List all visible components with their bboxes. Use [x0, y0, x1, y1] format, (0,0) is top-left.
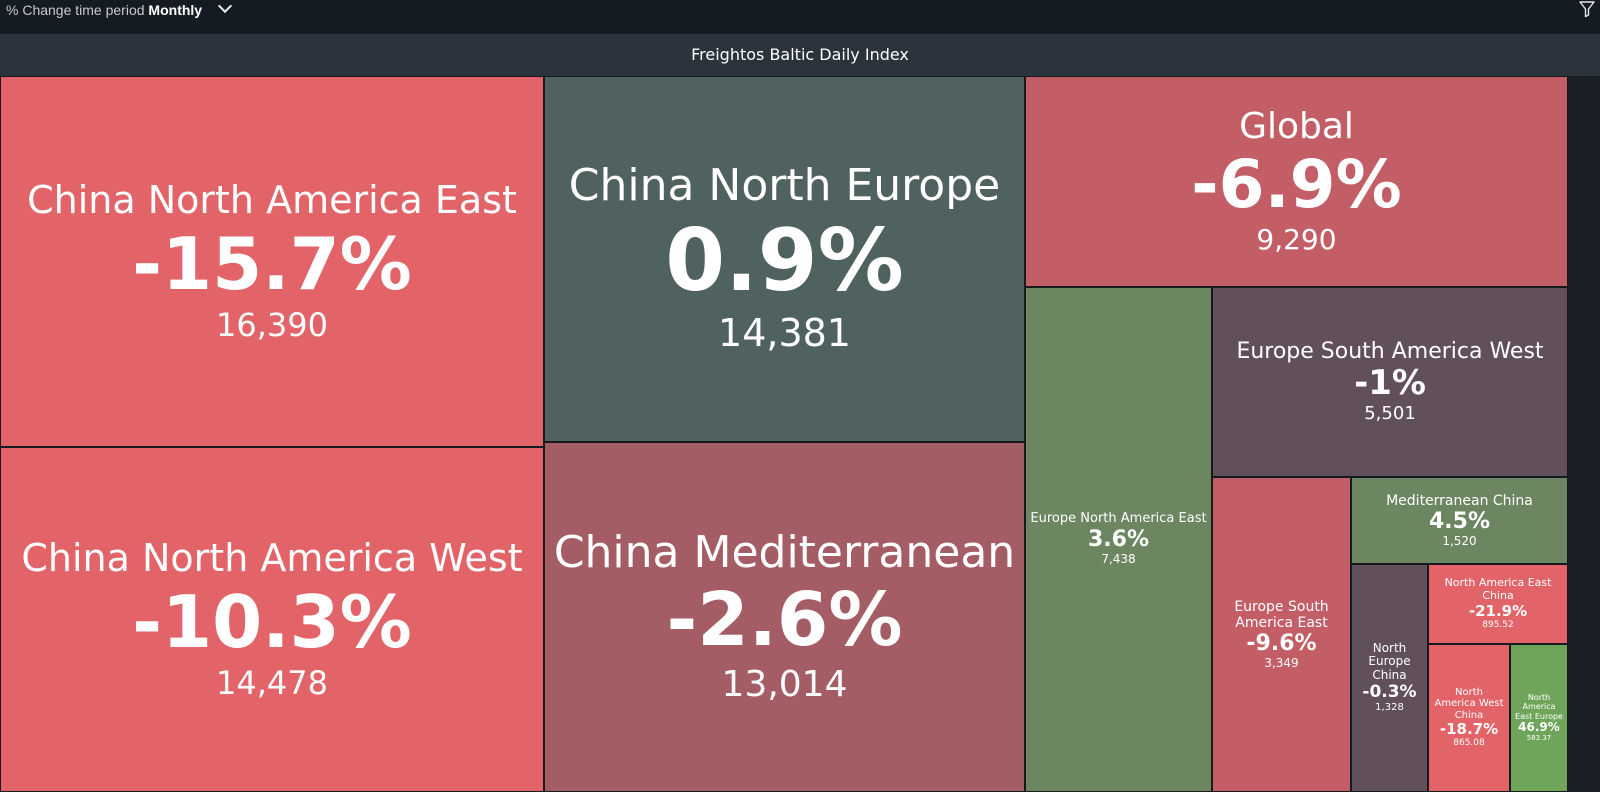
tile-name: China North America West [21, 536, 523, 581]
treemap-tile[interactable]: North Europe China -0.3% 1,328 [1351, 564, 1428, 792]
tile-name: Europe North America East [1030, 511, 1207, 527]
tile-change: -9.6% [1246, 630, 1317, 656]
treemap-tile[interactable]: Europe South America West -1% 5,501 [1212, 287, 1568, 477]
tile-change: 3.6% [1087, 527, 1149, 553]
toolbar: % Change time period Monthly [0, 0, 1600, 34]
filter-icon[interactable] [1578, 0, 1596, 18]
treemap-tile[interactable]: North America East China -21.9% 895.52 [1428, 564, 1568, 644]
tile-name: China North Europe [568, 160, 1001, 212]
period-value: Monthly [148, 2, 203, 18]
tile-value: 14,381 [718, 310, 851, 355]
treemap-tile[interactable]: North America West China -18.7% 865.08 [1428, 644, 1510, 792]
tile-value: 583.37 [1526, 734, 1552, 743]
tile-change: -18.7% [1439, 720, 1499, 739]
treemap-tile[interactable]: Europe North America East 3.6% 7,438 [1025, 287, 1212, 792]
tile-name: North America West China [1434, 686, 1504, 721]
treemap-tile[interactable]: Europe South America East -9.6% 3,349 [1212, 477, 1351, 792]
tile-change: -15.7% [132, 221, 412, 306]
tile-name: China North America East [27, 178, 517, 223]
tile-change: -0.3% [1362, 681, 1417, 702]
tile-change: -1% [1354, 363, 1426, 404]
tile-value: 7,438 [1101, 552, 1136, 567]
chart-title: Freightos Baltic Daily Index [691, 45, 909, 64]
tile-value: 1,520 [1442, 534, 1477, 548]
tile-change: -6.9% [1191, 146, 1402, 224]
tile-value: 895.52 [1482, 619, 1514, 630]
chart-title-bar: Freightos Baltic Daily Index [0, 34, 1600, 76]
period-selector[interactable]: % Change time period Monthly [6, 0, 233, 20]
treemap-tile[interactable]: China North America West -10.3% 14,478 [0, 447, 544, 792]
tile-value: 16,390 [216, 305, 328, 344]
treemap-tile[interactable]: China North America East -15.7% 16,390 [0, 76, 544, 447]
tile-name: Global [1239, 106, 1354, 148]
tile-value: 865.08 [1453, 738, 1485, 749]
tile-value: 13,014 [721, 664, 848, 706]
tile-value: 9,290 [1256, 223, 1337, 257]
treemap-tile[interactable]: Global -6.9% 9,290 [1025, 76, 1568, 287]
tile-name: North America East China [1444, 576, 1552, 602]
tile-name: Mediterranean China [1386, 492, 1533, 509]
tile-value: 5,501 [1364, 403, 1416, 425]
tile-value: 3,349 [1264, 656, 1299, 671]
tile-change: 4.5% [1428, 508, 1490, 534]
tile-value: 1,328 [1375, 702, 1404, 714]
treemap: China North America East -15.7% 16,390 Chin… [0, 76, 1600, 792]
tile-name: North America East Europe [1515, 693, 1563, 721]
treemap-tile[interactable]: North America East Europe 46.9% 583.37 [1510, 644, 1568, 792]
period-prefix-label: % Change time period [6, 2, 145, 18]
tile-name: China Mediterranean [553, 526, 1016, 578]
tile-name: Europe South America East [1234, 598, 1329, 631]
tile-value: 14,478 [216, 663, 328, 702]
tile-name: North Europe China [1368, 640, 1411, 683]
treemap-tile[interactable]: China Mediterranean -2.6% 13,014 [544, 442, 1025, 792]
treemap-tile[interactable]: Mediterranean China 4.5% 1,520 [1351, 477, 1568, 564]
tile-change: -10.3% [132, 579, 412, 664]
treemap-tile[interactable]: China North Europe 0.9% 14,381 [544, 76, 1025, 442]
tile-change: 0.9% [665, 211, 904, 312]
chevron-down-icon[interactable] [217, 0, 233, 14]
tile-change: -2.6% [666, 577, 903, 664]
tile-change: -21.9% [1468, 601, 1528, 620]
tile-change: 46.9% [1518, 719, 1560, 734]
tile-name: Europe South America West [1236, 339, 1544, 364]
